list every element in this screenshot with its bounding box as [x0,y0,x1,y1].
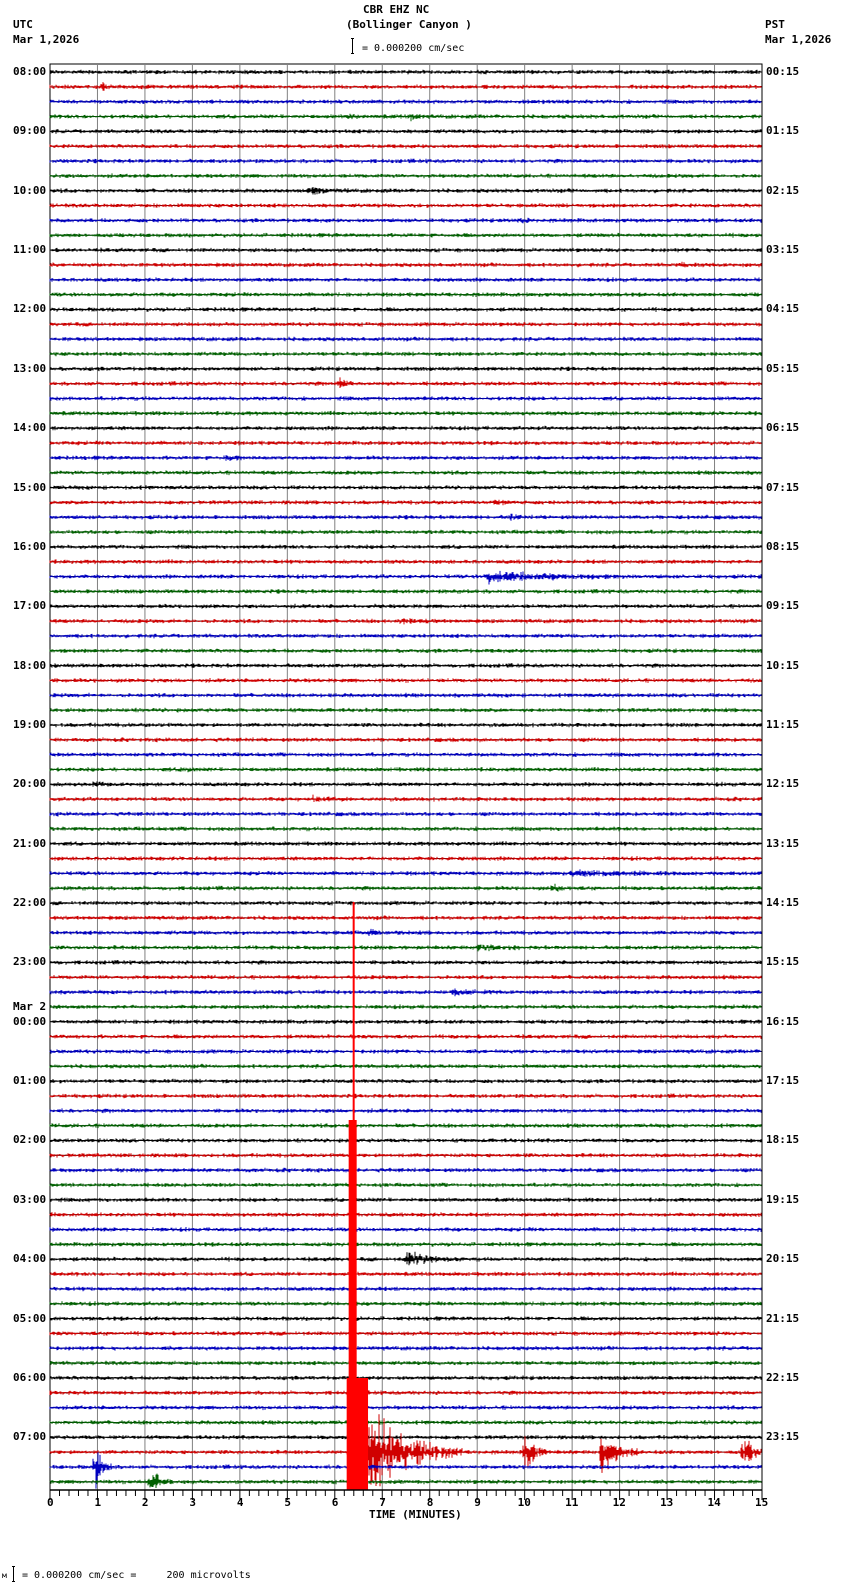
station-title: CBR EHZ NC [363,3,430,16]
station-location: (Bollinger Canyon ) [346,18,472,31]
utc-hour-label: 06:00 [13,1370,47,1384]
pst-hour-label: 17:15 [766,1074,800,1088]
utc-hour-label: 01:00 [13,1074,47,1088]
x-tick-label: 13 [660,1496,674,1509]
pst-hour-label: 15:15 [766,955,800,969]
x-tick-label: 10 [517,1496,531,1509]
footer-scale-text: = 0.000200 cm/sec = 200 microvolts [22,1570,251,1581]
footer-scale-bar-icon [12,1566,15,1582]
scale-bar-icon [351,38,354,54]
pst-hour-label: 07:15 [766,480,800,494]
utc-hour-label: 19:00 [13,717,47,731]
pst-hour-label: 02:15 [766,183,800,197]
pst-hour-label: 09:15 [766,599,800,613]
x-tick-label: 14 [707,1496,721,1509]
utc-hour-label: 23:00 [13,955,47,969]
x-tick-label: 3 [189,1496,197,1509]
pst-hour-label: 11:15 [766,717,800,731]
x-tick-label: 6 [331,1496,339,1509]
pst-hour-label: 04:15 [766,302,800,316]
pst-hour-label: 20:15 [766,1252,800,1266]
pst-hour-label: 08:15 [766,539,800,553]
utc-hour-label: 07:00 [13,1430,47,1444]
pst-hour-label: 10:15 [766,658,800,672]
pst-hour-label: 19:15 [766,1192,800,1206]
utc-hour-label: 11:00 [13,243,47,257]
utc-hour-label: 10:00 [13,183,47,197]
x-tick-label: 12 [612,1496,626,1509]
x-tick-label: 11 [565,1496,579,1509]
utc-hour-label: 13:00 [13,361,47,375]
x-tick-label: 7 [379,1496,386,1509]
pst-hour-label: 23:15 [766,1430,800,1444]
utc-hour-label: 22:00 [13,896,47,910]
pst-hour-label: 12:15 [766,777,800,791]
utc-hour-label: 21:00 [13,836,47,850]
x-tick-label: 5 [284,1496,291,1509]
pst-hour-label: 21:15 [766,1311,800,1325]
utc-date-label: Mar 2 [13,999,47,1013]
pst-date: Mar 1,2026 [765,33,832,46]
utc-hour-label: 12:00 [13,302,47,316]
utc-hour-label: 00:00 [13,1014,47,1028]
pst-hour-label: 06:15 [766,421,800,435]
x-axis-label: TIME (MINUTES) [369,1508,462,1521]
pst-hour-label: 03:15 [766,243,800,257]
pst-hour-label: 13:15 [766,836,800,850]
pst-hour-label: 01:15 [766,124,800,138]
pst-hour-label: 14:15 [766,896,800,910]
pst-hour-label: 05:15 [766,361,800,375]
utc-hour-label: 16:00 [13,539,47,553]
pst-hour-label: 00:15 [766,65,800,78]
footer-glyph: м [2,1571,7,1580]
utc-hour-label: 03:00 [13,1192,47,1206]
utc-hour-label: 02:00 [13,1133,47,1147]
utc-hour-label: 09:00 [13,124,47,138]
utc-date: Mar 1,2026 [13,33,80,46]
x-tick-label: 1 [94,1496,102,1509]
pst-hour-label: 18:15 [766,1133,800,1147]
x-tick-label: 9 [474,1496,481,1509]
utc-hour-label: 04:00 [13,1252,47,1266]
x-tick-label: 8 [426,1496,434,1509]
utc-hour-label: 08:00 [13,65,47,78]
pst-label: PST [765,18,785,31]
scale-text: = 0.000200 cm/sec [362,43,465,54]
x-tick-label: 2 [141,1496,149,1509]
utc-hour-label: 14:00 [13,421,47,435]
x-tick-label: 15 [755,1496,769,1509]
utc-hour-label: 15:00 [13,480,47,494]
x-tick-label: 4 [236,1496,244,1509]
utc-hour-label: 18:00 [13,658,47,672]
utc-hour-label: 20:00 [13,777,47,791]
pst-hour-label: 22:15 [766,1370,800,1384]
utc-hour-label: 05:00 [13,1311,47,1325]
utc-hour-label: 17:00 [13,599,47,613]
x-tick-label: 0 [47,1496,54,1509]
utc-label: UTC [13,18,33,31]
pst-hour-label: 16:15 [766,1014,800,1028]
